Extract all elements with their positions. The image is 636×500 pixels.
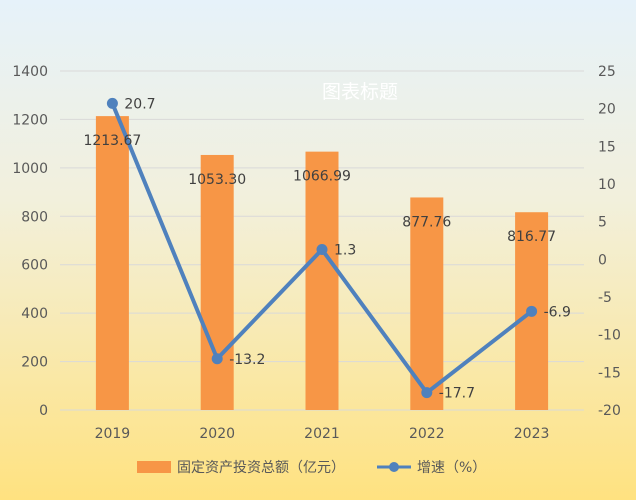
bar bbox=[200, 154, 234, 410]
left-axis-ticks: 0 200 400 600 800 1000 1200 1400 bbox=[12, 64, 48, 419]
legend-bar-label: 固定资产投资总额（亿元） bbox=[177, 460, 345, 476]
y-left-tick-label: 200 bbox=[21, 355, 48, 371]
line-marker bbox=[526, 305, 538, 317]
y-right-tick-label: -10 bbox=[598, 328, 621, 344]
y-left-tick-label: 600 bbox=[21, 258, 48, 274]
x-tick-label: 2023 bbox=[514, 426, 550, 442]
line-data-label: -13.2 bbox=[229, 352, 265, 368]
y-right-tick-label: -5 bbox=[598, 290, 612, 306]
line-marker bbox=[211, 353, 223, 365]
y-right-tick-label: -15 bbox=[598, 365, 621, 381]
y-right-tick-label: 15 bbox=[598, 139, 616, 155]
legend-line-label: 增速（%） bbox=[417, 460, 486, 476]
y-left-tick-label: 1400 bbox=[12, 64, 48, 80]
legend: 固定资产投资总额（亿元） 增速（%） bbox=[137, 460, 486, 476]
y-left-tick-label: 800 bbox=[21, 209, 48, 225]
y-left-tick-label: 400 bbox=[21, 306, 48, 322]
line-series bbox=[106, 97, 538, 399]
x-tick-label: 2022 bbox=[409, 426, 445, 442]
y-left-tick-label: 1000 bbox=[12, 161, 48, 177]
chart-title: 图表标题 bbox=[322, 81, 398, 103]
bar-data-label: 877.76 bbox=[402, 214, 451, 230]
bar-data-label: 816.77 bbox=[507, 229, 556, 245]
line-marker bbox=[421, 387, 433, 399]
line-data-label: -6.9 bbox=[544, 304, 571, 320]
bar-data-label: 1053.30 bbox=[188, 172, 246, 188]
x-tick-label: 2020 bbox=[199, 426, 235, 442]
y-left-tick-label: 0 bbox=[39, 403, 48, 419]
bar-data-label: 1213.67 bbox=[83, 133, 141, 149]
legend-bar-swatch bbox=[137, 461, 171, 473]
line-marker bbox=[106, 97, 118, 109]
x-tick-label: 2021 bbox=[304, 426, 340, 442]
line-marker bbox=[316, 244, 328, 256]
y-right-tick-label: 5 bbox=[598, 215, 607, 231]
line-data-label: 1.3 bbox=[334, 243, 356, 259]
line-data-label: -17.7 bbox=[439, 386, 475, 402]
y-right-tick-label: -20 bbox=[598, 403, 621, 419]
y-right-tick-label: 20 bbox=[598, 102, 616, 118]
line-data-label: 20.7 bbox=[124, 96, 155, 112]
x-axis-ticks: 2019 2020 2021 2022 2023 bbox=[95, 426, 550, 442]
bar-data-label: 1066.99 bbox=[293, 169, 351, 185]
y-right-tick-label: 0 bbox=[598, 252, 607, 268]
y-left-tick-label: 1200 bbox=[12, 112, 48, 128]
legend-line-marker bbox=[389, 462, 399, 472]
right-axis-ticks: -20 -15 -10 -5 0 5 10 15 20 25 bbox=[598, 64, 621, 419]
bar bbox=[305, 151, 339, 410]
bar bbox=[95, 116, 129, 411]
data-labels: 1213.67 1053.30 1066.99 877.76 816.77 20.7 -13… bbox=[83, 96, 570, 401]
y-right-tick-label: 10 bbox=[598, 177, 616, 193]
x-tick-label: 2019 bbox=[95, 426, 131, 442]
y-right-tick-label: 25 bbox=[598, 64, 616, 80]
